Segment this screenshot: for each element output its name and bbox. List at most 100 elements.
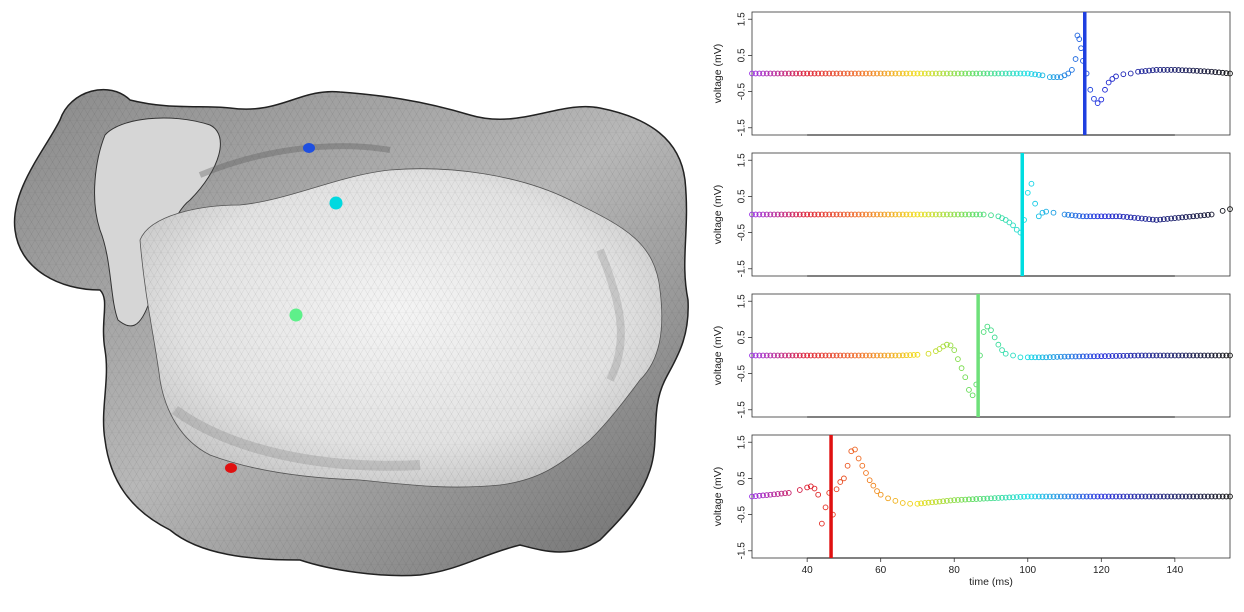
data-point-0-127: [1223, 70, 1230, 76]
data-point-3-57: [988, 495, 994, 502]
data-point-1-112: [1179, 214, 1186, 221]
atrial-mesh-panel: [13, 88, 689, 577]
data-point-1-27: [848, 211, 855, 218]
data-point-0-107: [1149, 67, 1156, 74]
y-tick-label-3-0: 1.5: [737, 435, 748, 449]
data-point-3-106: [1168, 493, 1175, 500]
data-point-1-6: [771, 211, 777, 218]
data-point-1-41: [899, 211, 906, 218]
data-point-2-113: [1186, 352, 1193, 359]
data-point-2-19: [819, 352, 825, 359]
data-point-3-77: [1061, 493, 1068, 500]
data-point-0-59: [966, 70, 972, 77]
data-point-3-9: [782, 490, 788, 497]
data-point-1-38: [888, 211, 895, 218]
data-point-1-104: [1149, 216, 1156, 223]
data-point-2-45: [914, 351, 921, 358]
y-tick-label-1-2: -0.5: [737, 224, 748, 242]
data-point-0-7: [774, 70, 781, 77]
data-point-2-8: [778, 352, 785, 359]
y-tick-label-0-2: -0.5: [737, 83, 748, 101]
data-point-0-35: [877, 70, 884, 77]
data-point-0-110: [1160, 67, 1167, 73]
data-point-1-56: [955, 211, 961, 218]
y-tick-label-3-3: -1.5: [737, 542, 748, 560]
data-point-0-20: [822, 70, 829, 77]
data-point-2-72: [1035, 354, 1042, 361]
plot-frame-2: [751, 293, 1231, 418]
data-point-3-88: [1102, 493, 1108, 500]
data-point-3-37: [914, 500, 921, 507]
data-point-1-0: [749, 211, 755, 218]
data-point-1-10: [785, 211, 792, 218]
data-point-0-114: [1175, 67, 1182, 73]
data-point-3-107: [1172, 493, 1178, 500]
data-point-0-72: [1013, 70, 1020, 77]
data-point-1-77: [1039, 209, 1046, 216]
data-point-0-64: [984, 70, 991, 77]
data-point-1-93: [1109, 213, 1116, 220]
data-point-1-22: [830, 211, 836, 218]
data-point-0-26: [844, 70, 851, 77]
data-point-3-69: [1032, 493, 1038, 500]
data-point-1-100: [1135, 215, 1141, 221]
data-point-2-0: [749, 352, 755, 359]
data-point-1-31: [863, 211, 869, 218]
data-point-1-53: [944, 211, 950, 218]
data-point-0-14: [800, 70, 807, 77]
data-point-1-118: [1201, 212, 1208, 219]
data-point-1-111: [1175, 214, 1182, 221]
data-point-2-85: [1083, 353, 1090, 360]
data-point-1-51: [936, 211, 943, 218]
data-point-2-40: [896, 352, 902, 359]
data-point-2-94: [1116, 353, 1123, 359]
data-point-1-18: [815, 211, 822, 218]
data-point-1-64: [988, 212, 994, 219]
data-point-1-57: [958, 211, 965, 218]
data-point-1-49: [929, 211, 936, 218]
y-tick-label-2-2: -0.5: [737, 365, 748, 383]
data-point-1-24: [837, 211, 844, 218]
data-point-1-91: [1102, 213, 1108, 220]
data-point-0-108: [1153, 67, 1160, 73]
data-point-3-110: [1183, 493, 1189, 500]
data-point-3-27: [859, 462, 866, 469]
data-point-1-36: [881, 211, 888, 218]
data-point-0-0: [749, 70, 755, 77]
data-point-2-78: [1058, 353, 1064, 360]
data-point-3-10: [785, 490, 792, 496]
data-point-3-78: [1065, 493, 1072, 500]
electrogram-plots: 1.5 0.5 -0.5 -1.5 voltage (mV) 1.5 0.5 -0.5 -1.5…: [712, 11, 1233, 588]
data-point-3-26: [855, 455, 862, 462]
data-point-1-19: [819, 211, 825, 218]
data-point-3-85: [1091, 493, 1097, 500]
data-point-0-65: [988, 70, 994, 77]
data-point-1-98: [1127, 214, 1134, 221]
plot-frame-0: [751, 11, 1231, 136]
data-point-0-63: [980, 70, 987, 77]
data-point-1-90: [1098, 213, 1105, 220]
data-point-2-104: [1153, 352, 1160, 359]
data-point-2-29: [855, 352, 862, 359]
data-point-0-44: [910, 70, 917, 77]
data-point-3-43: [936, 498, 943, 505]
data-point-1-96: [1120, 213, 1127, 220]
data-point-3-46: [947, 497, 954, 504]
data-point-1-117: [1197, 212, 1204, 219]
data-point-1-26: [844, 211, 851, 218]
data-point-3-40: [925, 499, 932, 506]
data-point-2-53: [955, 356, 961, 362]
data-point-3-97: [1135, 493, 1141, 500]
data-point-3-113: [1194, 493, 1200, 500]
data-point-2-1: [752, 352, 759, 359]
data-point-2-63: [991, 334, 998, 341]
data-point-3-64: [1013, 494, 1020, 500]
data-point-2-27: [848, 352, 855, 359]
data-point-1-45: [914, 211, 921, 218]
data-point-3-42: [933, 499, 939, 505]
data-point-3-16: [819, 520, 825, 527]
data-point-1-29: [855, 211, 862, 218]
data-point-2-81: [1069, 353, 1075, 360]
data-point-0-28: [852, 70, 858, 77]
data-point-3-80: [1072, 493, 1079, 500]
